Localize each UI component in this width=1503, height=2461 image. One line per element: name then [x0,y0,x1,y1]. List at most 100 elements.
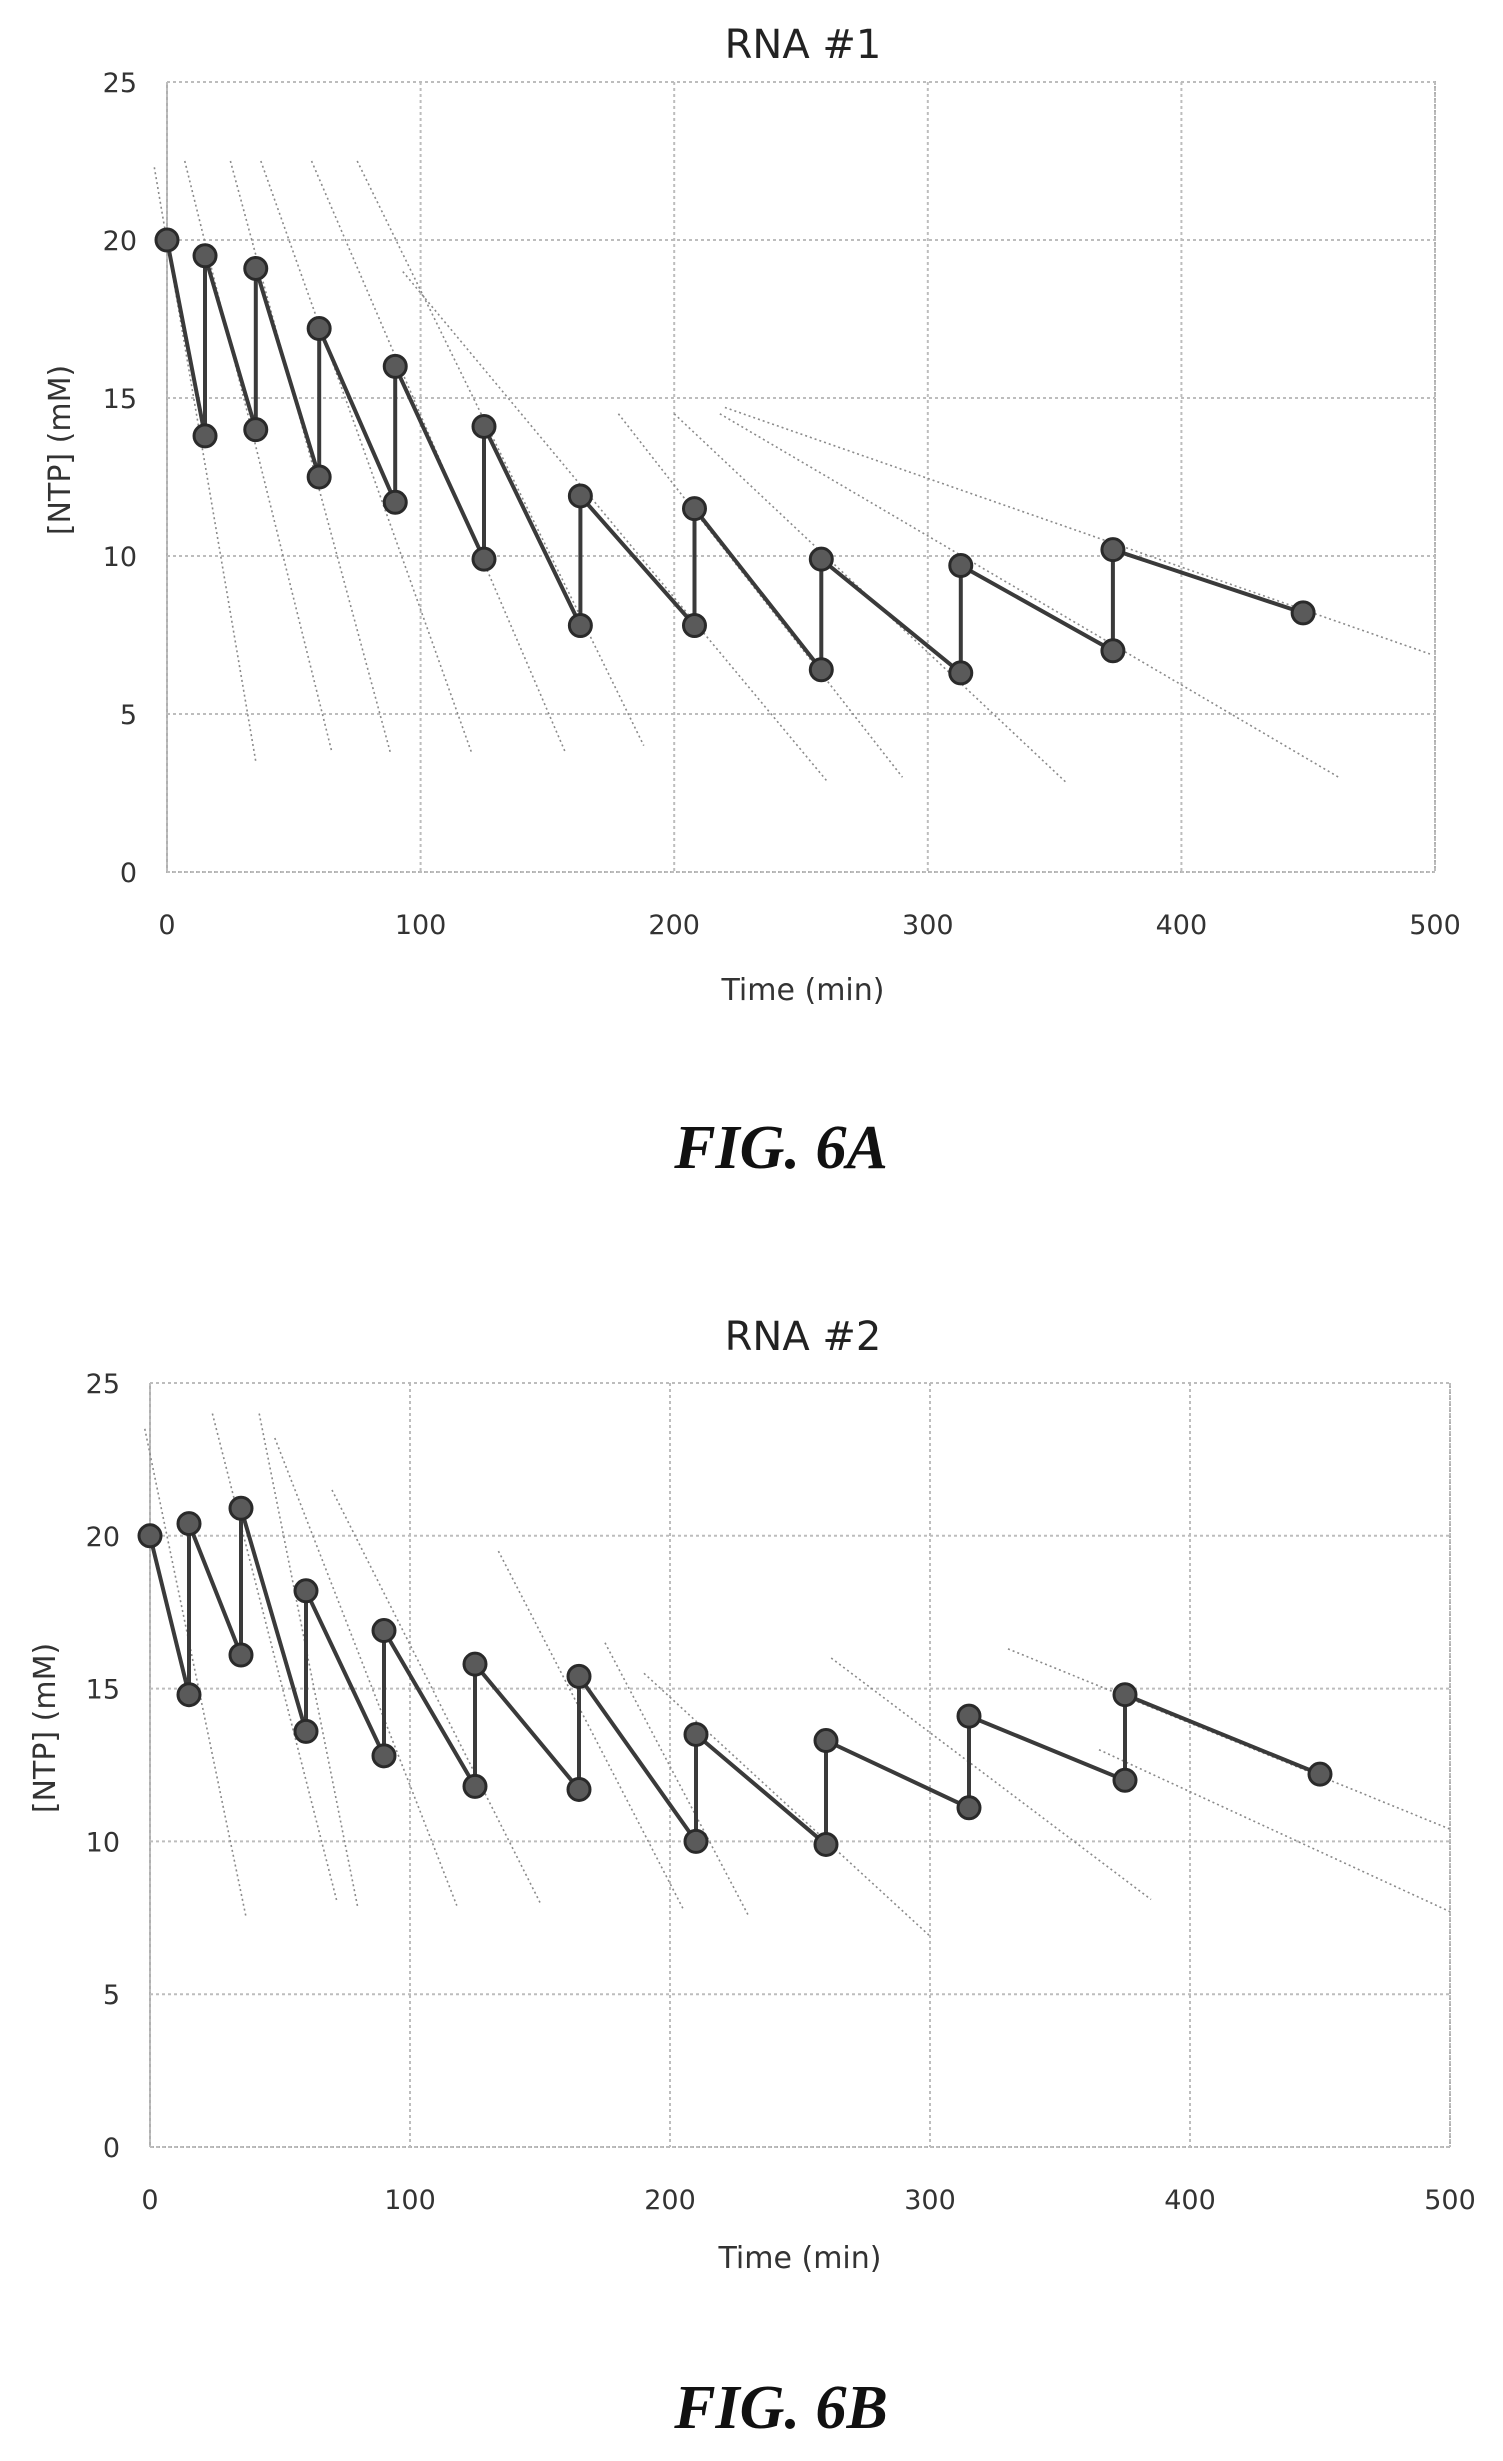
chart-title: RNA #1 [725,22,882,68]
x-tick-label: 200 [644,2185,696,2216]
trendline [1098,1748,1451,1913]
x-tick-label: 400 [1156,910,1208,941]
x-ticks: 0 100 200 300 400 500 [158,910,1460,941]
data-point [1112,1682,1138,1708]
data-point [566,1663,592,1689]
data-point [371,1743,397,1769]
data-point [681,496,707,522]
data-point [293,1578,319,1604]
data-point [462,1651,488,1677]
trendline [643,1672,931,1937]
y-tick-label: 15 [103,384,137,415]
data-point [566,1776,592,1802]
data-point [813,1728,839,1754]
data-point [228,1642,254,1668]
y-tick-label: 25 [86,1369,120,1400]
trendline [274,1437,458,1906]
trendline [258,1413,359,1909]
data-point [471,546,497,572]
data-point [956,1703,982,1729]
trendline [211,1413,338,1903]
figure-label: FIG. 6A [673,1114,888,1182]
plot-area-frame [166,81,1436,873]
chart-rna-2: RNA #2 0 100 200 300 400 500 0 5 10 15 20 25 Time … [28,1314,1476,2442]
x-tick-label: 0 [158,910,175,941]
trendline [229,160,391,753]
data-point [567,483,593,509]
y-tick-label: 0 [103,2133,120,2164]
series-line [165,239,1304,678]
data-point [243,417,269,443]
y-tick-label: 25 [103,68,137,99]
x-tick-label: 300 [902,910,954,941]
trendlines [153,160,1431,785]
x-axis-label: Time (min) [721,973,885,1008]
data-point [681,613,707,639]
trendline [331,1489,541,1903]
trendlines [144,1413,1451,1937]
data-point [471,413,497,439]
data-point [1112,1767,1138,1793]
grid [166,81,1436,873]
x-ticks: 0 100 200 300 400 500 [141,2185,1475,2216]
trendline [144,1428,247,1918]
trendline [604,1642,749,1916]
trendline [830,1657,1152,1901]
x-tick-label: 400 [1164,2185,1216,2216]
data-point [382,489,408,515]
data-point [462,1773,488,1799]
y-tick-label: 5 [103,1980,120,2011]
data-point [176,1682,202,1708]
data-point [176,1511,202,1537]
data-point [192,243,218,269]
x-tick-label: 500 [1409,910,1461,941]
y-tick-label: 0 [120,858,137,889]
data-point [948,660,974,686]
data-point [243,255,269,281]
data-point [154,227,180,253]
y-tick-label: 20 [103,226,137,257]
y-tick-label: 10 [103,542,137,573]
x-tick-label: 100 [395,910,447,941]
y-tick-label: 20 [86,1522,120,1553]
data-point [567,613,593,639]
x-tick-label: 500 [1424,2185,1476,2216]
data-point [306,464,332,490]
data-point [808,657,834,683]
y-axis-label: [NTP] (mM) [43,365,78,535]
x-tick-label: 200 [648,910,700,941]
chart-title: RNA #2 [725,1314,882,1360]
y-axis-label: [NTP] (mM) [28,1643,63,1813]
data-point [1290,600,1316,626]
data-point [1100,537,1126,563]
trendline [724,406,1431,655]
data-point [956,1795,982,1821]
data-point [306,315,332,341]
x-tick-label: 0 [141,2185,158,2216]
data-point [293,1718,319,1744]
figure-label: FIG. 6B [673,2374,888,2442]
data-point [813,1831,839,1857]
data-point [1100,638,1126,664]
x-tick-label: 100 [384,2185,436,2216]
data-point [948,552,974,578]
data-point [683,1721,709,1747]
trendline [356,160,645,746]
data-point [808,546,834,572]
series-line [148,1507,1321,1849]
chart-rna-1: RNA #1 0 100 200 300 400 500 0 5 10 15 20 25 Time … [43,22,1461,1182]
data-point [382,353,408,379]
data-point [228,1495,254,1521]
data-point [192,423,218,449]
x-axis-label: Time (min) [718,2241,882,2276]
x-tick-label: 300 [904,2185,956,2216]
data-point [683,1828,709,1854]
y-ticks: 0 5 10 15 20 25 [103,68,137,889]
y-tick-label: 15 [86,1675,120,1706]
y-tick-label: 5 [120,700,137,731]
series [137,1495,1333,1857]
y-ticks: 0 5 10 15 20 25 [86,1369,120,2164]
y-tick-label: 10 [86,1827,120,1858]
